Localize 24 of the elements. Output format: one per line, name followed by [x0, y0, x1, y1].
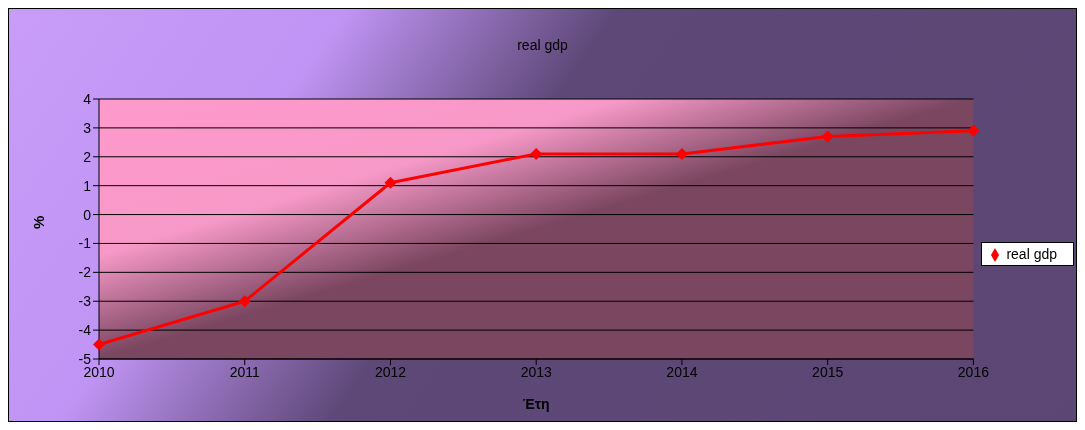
x-tick-label: 2012: [374, 363, 407, 380]
y-tick-label: 1: [83, 177, 92, 194]
point: [384, 176, 397, 189]
point: [821, 130, 834, 143]
y-tick-label: 3: [83, 119, 92, 136]
x-tick-label: 2015: [812, 363, 844, 380]
y-tick-label: -3: [78, 293, 92, 310]
x-tick-label: 2016: [957, 363, 990, 380]
x-axis-title: Έτη: [522, 396, 550, 412]
point: [967, 124, 980, 137]
y-axis-title: %: [30, 215, 48, 229]
x-tick-label: 2011: [229, 363, 260, 380]
y-tick-label: -4: [78, 322, 92, 339]
x-tick-label: 2014: [666, 363, 698, 380]
y-tick-label: 2: [83, 148, 92, 165]
chart-title: real gdp: [516, 37, 569, 53]
legend-label: real gdp: [1006, 246, 1057, 262]
y-tick-label: 0: [83, 206, 92, 223]
x-tick-label: 2013: [520, 363, 552, 380]
y-tick-label: -1: [78, 235, 92, 252]
y-tick-label: -2: [78, 264, 92, 281]
y-tick-label: 4: [83, 90, 92, 107]
point: [238, 295, 251, 308]
point: [93, 338, 105, 351]
